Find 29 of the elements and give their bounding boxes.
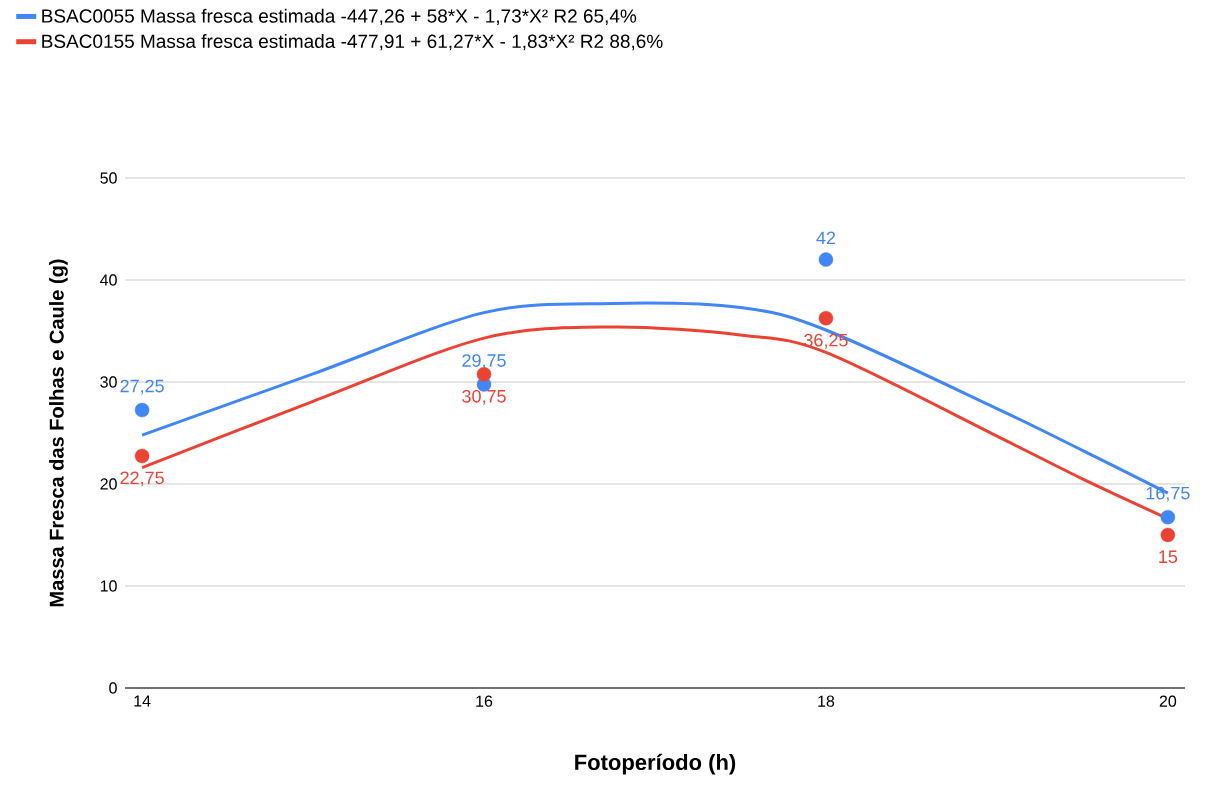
y-tick-label: 10 — [100, 580, 117, 592]
x-tick-label: 14 — [134, 695, 151, 707]
point — [476, 367, 492, 382]
y-tick-label: 20 — [100, 478, 117, 490]
point — [818, 311, 834, 326]
point — [1160, 527, 1176, 543]
y-tick-label: 50 — [100, 172, 117, 184]
x-axis-title: Fotoperíodo (h) — [575, 753, 736, 775]
data-label: 15 — [1159, 550, 1178, 564]
point — [134, 402, 150, 418]
legend-label: BSAC0055 Massa fresca estimada -447,26 + 58*X - 1,73*X² R2 65,4% — [42, 8, 637, 25]
data-label: 16,75 — [1146, 486, 1190, 502]
data-label: 42 — [816, 231, 836, 245]
point — [1160, 509, 1176, 525]
data-label: 22,75 — [120, 471, 164, 487]
x-tick-label: 20 — [1159, 695, 1177, 707]
data-label: 27,25 — [120, 379, 164, 395]
x-tick-label: 16 — [476, 695, 493, 707]
y-tick-label: 30 — [100, 376, 117, 388]
y-tick-label: 0 — [109, 682, 117, 694]
data-label: 30,75 — [462, 389, 506, 405]
data-label: 36,25 — [804, 333, 848, 349]
x-tick-label: 18 — [818, 695, 835, 707]
y-tick-label: 40 — [100, 274, 117, 286]
y-axis-title: Massa Fresca das Folhas e Caule (g) — [49, 259, 68, 607]
legend-label: BSAC0155 Massa fresca estimada -477,91 + 61,27*X - 1,83*X² R2 88,6% — [42, 34, 663, 51]
data-label: 29,75 — [462, 354, 506, 370]
point — [818, 252, 834, 267]
point — [134, 448, 150, 464]
